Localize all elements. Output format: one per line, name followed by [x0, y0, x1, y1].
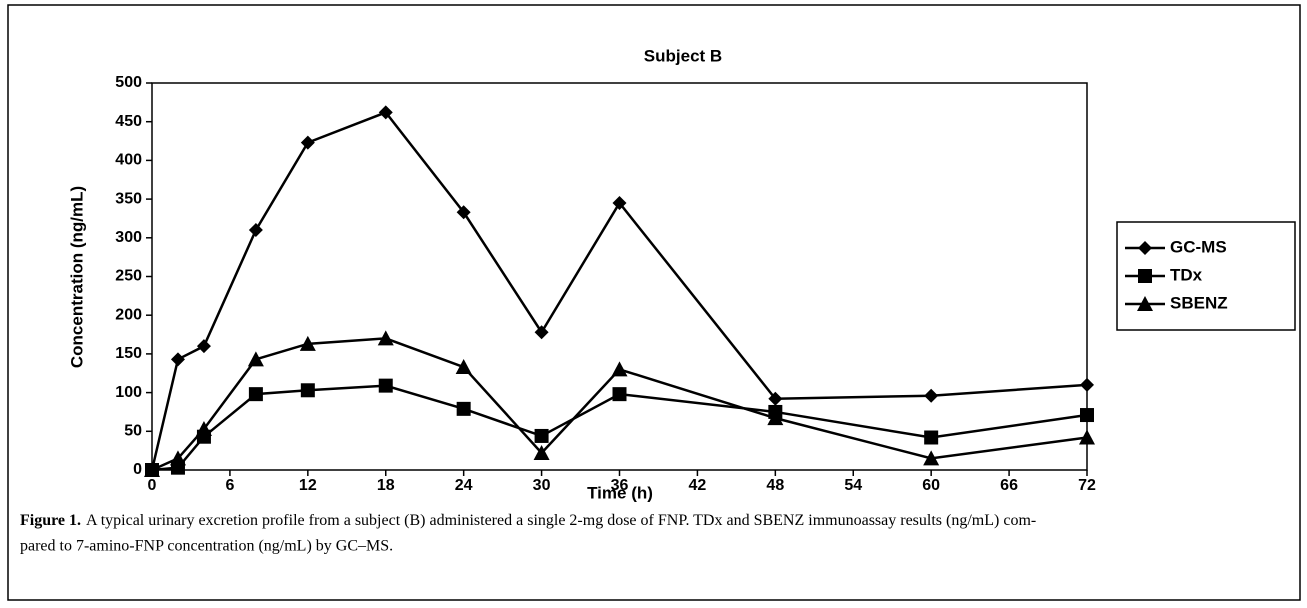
point — [924, 430, 939, 445]
point — [923, 450, 940, 466]
point — [455, 359, 472, 375]
plot-area — [151, 82, 1088, 471]
y-tick-label: 500 — [115, 74, 142, 91]
y-tick-label: 200 — [115, 306, 142, 323]
y-tick-label: 150 — [115, 345, 142, 362]
x-tick-label: 54 — [844, 477, 862, 494]
point — [456, 205, 471, 220]
y-tick-label: 350 — [115, 190, 142, 207]
x-tick-label: 6 — [225, 477, 234, 494]
point — [170, 352, 185, 367]
caption-line: Figure 1. A typical urinary excretion pro… — [20, 512, 1036, 529]
caption-label: Figure 1. — [20, 512, 81, 529]
x-tick-label: 0 — [148, 477, 157, 494]
y-tick-label: 400 — [115, 152, 142, 169]
point — [196, 339, 211, 354]
series-line — [151, 337, 1088, 472]
point — [195, 420, 212, 436]
legend-label: GC-MS — [1170, 237, 1227, 256]
point — [768, 391, 783, 406]
point — [144, 462, 160, 477]
point — [300, 135, 315, 150]
x-tick-label: 36 — [611, 477, 629, 494]
point — [377, 330, 394, 346]
point — [299, 335, 316, 351]
point — [1080, 408, 1094, 423]
point — [248, 387, 263, 402]
y-axis-label: Concentration (ng/mL) — [67, 186, 86, 368]
point — [534, 428, 549, 443]
legend-label: SBENZ — [1170, 293, 1228, 312]
point — [767, 410, 784, 426]
point — [534, 325, 549, 340]
legend-marker — [1137, 296, 1153, 311]
caption-text: pared to 7-amino-FNP concentration (ng/m… — [20, 538, 393, 555]
y-tick-label: 0 — [133, 461, 142, 478]
y-tick-label: 250 — [115, 268, 142, 285]
point — [924, 388, 939, 403]
x-axis-label: Time (h) — [587, 483, 653, 502]
y-tick-label: 50 — [124, 423, 142, 440]
point — [378, 105, 393, 120]
legend-marker — [1138, 241, 1152, 255]
legend-label: TDx — [1170, 265, 1203, 284]
x-tick-label: 72 — [1078, 477, 1096, 494]
point — [169, 450, 186, 466]
x-tick-label: 60 — [922, 477, 940, 494]
point — [300, 383, 315, 398]
point — [1080, 377, 1094, 392]
legend-box — [1116, 221, 1296, 331]
point — [378, 378, 393, 393]
x-tick-label: 12 — [299, 477, 317, 494]
point — [247, 351, 264, 367]
x-tick-label: 48 — [766, 477, 784, 494]
figure-border — [7, 4, 1301, 601]
x-tick-label: 42 — [689, 477, 707, 494]
x-tick-label: 66 — [1000, 477, 1018, 494]
caption-text: A typical urinary excretion profile from… — [86, 512, 1036, 529]
point — [533, 444, 550, 460]
point — [612, 195, 627, 210]
point — [612, 387, 627, 402]
point — [248, 223, 263, 238]
y-tick-label: 300 — [115, 229, 142, 246]
series-line — [150, 110, 1088, 471]
y-tick-label: 100 — [115, 384, 142, 401]
x-tick-label: 18 — [377, 477, 395, 494]
y-tick-label: 450 — [115, 113, 142, 130]
point — [611, 361, 628, 377]
x-tick-label: 24 — [455, 477, 473, 494]
x-tick-label: 30 — [533, 477, 551, 494]
point — [1079, 429, 1095, 445]
point — [456, 401, 471, 416]
chart-title: Subject B — [644, 46, 722, 65]
legend-marker — [1138, 269, 1152, 283]
